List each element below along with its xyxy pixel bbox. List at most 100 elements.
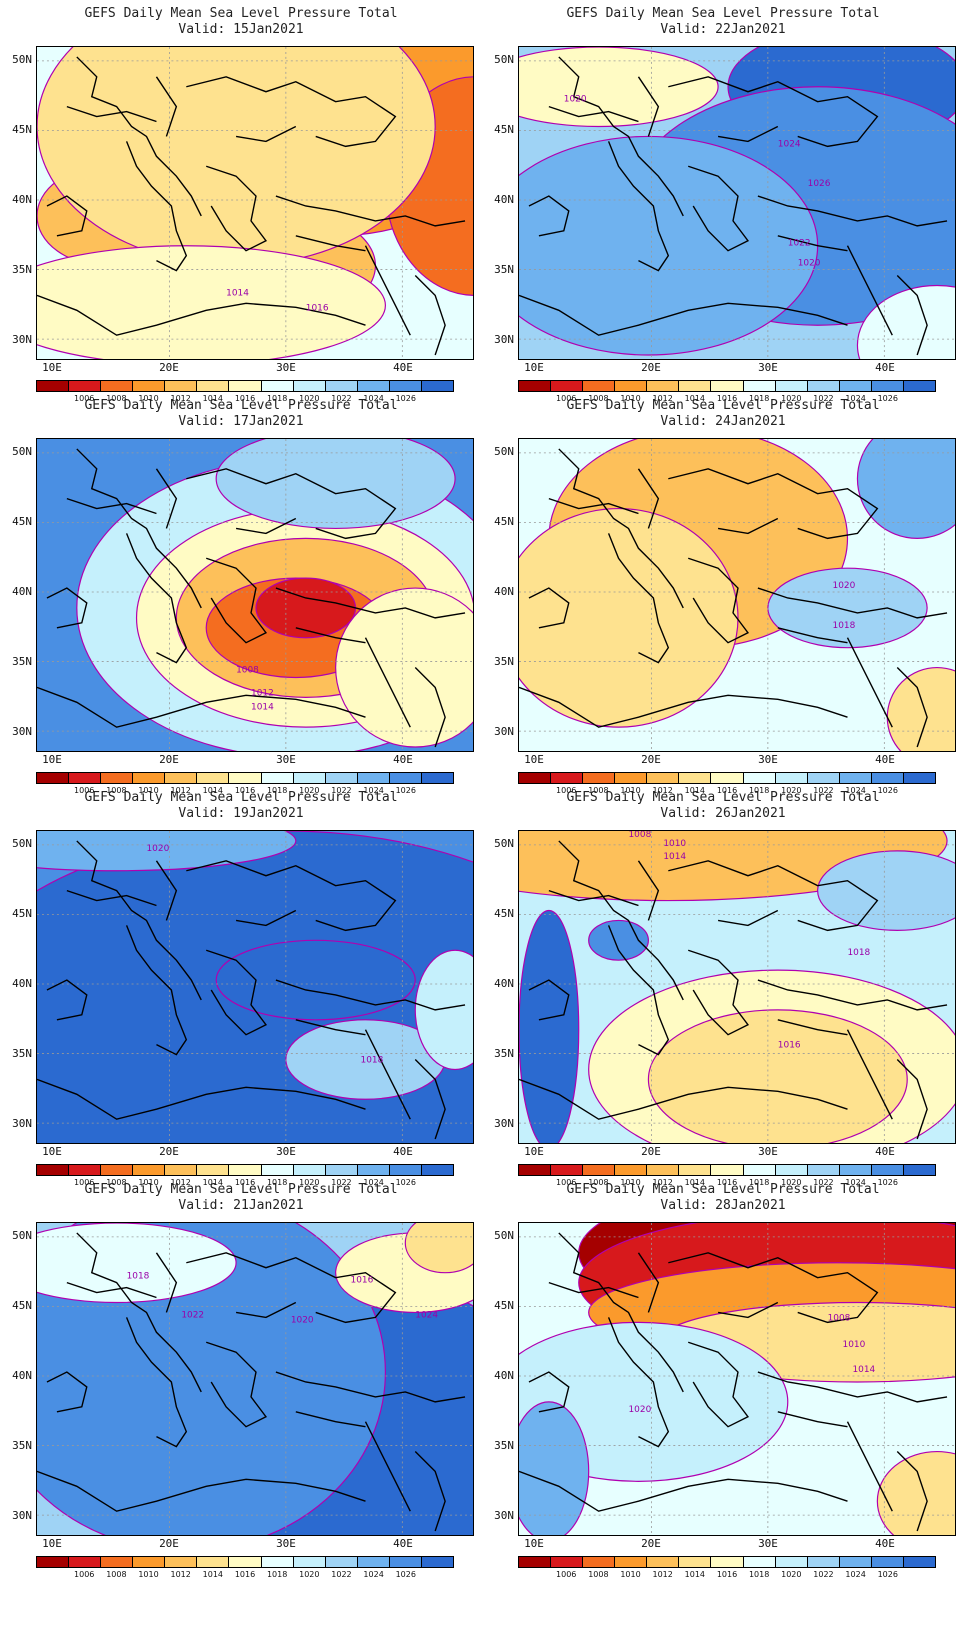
coastline [548, 105, 639, 123]
colorbar-label: 1020 [781, 786, 802, 795]
latitude-tick-label: 35N [494, 1047, 514, 1060]
coastline [275, 1371, 466, 1403]
isobar-label: 1014 [226, 288, 249, 298]
colorbar-label: 1016 [716, 394, 738, 403]
pressure-contour-area [588, 919, 650, 961]
isobar-label: 1020 [291, 1315, 314, 1325]
pressure-map: 1008 1010 1014 1018 1016 [518, 830, 956, 1144]
isobar-label: 1018 [833, 621, 856, 631]
coastline [757, 195, 948, 227]
colorbar-label: 1020 [299, 1570, 320, 1579]
isobar-label: 1020 [833, 581, 856, 591]
longitude-tick-label: 30E [758, 1145, 778, 1158]
coastline [777, 627, 848, 644]
coastline [607, 533, 670, 664]
coastline [235, 1301, 297, 1319]
latitude-tick-label: 50N [12, 445, 32, 458]
coastline [757, 979, 948, 1011]
latitude-tick-label: 50N [494, 53, 514, 66]
colorbar-label: 1020 [299, 1178, 320, 1187]
colorbar-swatch [325, 773, 358, 783]
longitude-tick-label: 40E [393, 1145, 413, 1158]
isobar-label: 1010 [663, 839, 686, 849]
colorbar-label: 1016 [716, 1178, 738, 1187]
pressure-map: 1008 1010 1014 1020 [518, 1222, 956, 1536]
coastline [846, 245, 893, 336]
coastline [519, 1470, 848, 1512]
colorbar [518, 380, 936, 392]
colorbar-swatch [101, 1165, 134, 1175]
colorbar-swatch [839, 773, 872, 783]
colorbar-swatch [711, 1557, 744, 1567]
coastline [668, 860, 879, 932]
colorbar-swatch [647, 381, 680, 391]
colorbar-label: 1018 [748, 1570, 770, 1579]
coastline [37, 1078, 366, 1120]
coastline [235, 909, 297, 927]
isobar-label: 1016 [351, 1276, 374, 1286]
coastline [519, 686, 848, 728]
colorbar-label: 1012 [652, 786, 673, 795]
latitude-tick-label: 45N [494, 1299, 514, 1312]
longitude-tick-label: 20E [641, 1145, 661, 1158]
colorbar-swatch [229, 1165, 262, 1175]
coastline [46, 195, 88, 237]
coastline [155, 1252, 178, 1313]
coastline [717, 125, 779, 143]
colorbar-swatch [839, 1557, 872, 1567]
colorbar-label: 1008 [588, 1570, 609, 1579]
coastline [76, 448, 202, 609]
colorbar-swatch [647, 1557, 680, 1567]
colorbar-swatch [133, 1165, 166, 1175]
coastline [125, 1317, 188, 1448]
colorbar-swatch [775, 381, 808, 391]
coastline [295, 1411, 366, 1428]
latitude-tick-label: 45N [12, 907, 32, 920]
colorbar-swatch [903, 773, 936, 783]
colorbar-label: 1006 [556, 1178, 577, 1187]
colorbar-swatch [647, 1165, 680, 1175]
colorbar-swatch [261, 381, 294, 391]
latitude-tick-label: 45N [12, 1299, 32, 1312]
colorbar-label: 1006 [556, 786, 577, 795]
colorbar-label: 1020 [299, 786, 320, 795]
latitude-tick-label: 40N [494, 585, 514, 598]
panel-title: GEFS Daily Mean Sea Level Pressure Total [566, 398, 880, 413]
colorbar-label: 1024 [845, 394, 866, 403]
colorbar-swatch [807, 773, 840, 783]
coastline [548, 497, 639, 515]
colorbar-label: 1010 [138, 1178, 159, 1187]
colorbar [518, 1556, 936, 1568]
coastline [688, 949, 750, 1036]
latitude-tick-label: 40N [12, 977, 32, 990]
isobar-label: 1020 [628, 1405, 651, 1415]
colorbar-swatch [293, 1165, 326, 1175]
isobar-label: 1020 [564, 95, 587, 105]
coastline [66, 1281, 157, 1299]
colorbar-swatch [711, 1165, 744, 1175]
isobar-label: 1008 [628, 831, 651, 840]
colorbar [36, 1556, 454, 1568]
coastline [155, 468, 178, 529]
longitude-tick-label: 10E [524, 361, 544, 374]
colorbar [36, 380, 454, 392]
colorbar-swatch [871, 773, 904, 783]
isobar-label: 1018 [847, 948, 870, 958]
colorbar-label: 1022 [331, 786, 352, 795]
longitude-tick-label: 20E [641, 753, 661, 766]
coastline [235, 517, 297, 535]
coastline [186, 76, 397, 148]
colorbar-swatch [519, 1557, 552, 1567]
coastline [846, 637, 893, 728]
colorbar-label: 1010 [138, 786, 159, 795]
coastline [519, 1078, 848, 1120]
latitude-tick-label: 30N [494, 725, 514, 738]
colorbar-swatch [743, 1165, 776, 1175]
colorbar-swatch [551, 381, 584, 391]
pressure-contour-area [215, 939, 416, 1021]
colorbar-label: 1010 [138, 394, 159, 403]
isobar-label: 1016 [306, 303, 329, 313]
colorbar-label: 1020 [781, 1178, 802, 1187]
coastline [37, 1470, 366, 1512]
coastline [668, 76, 879, 148]
